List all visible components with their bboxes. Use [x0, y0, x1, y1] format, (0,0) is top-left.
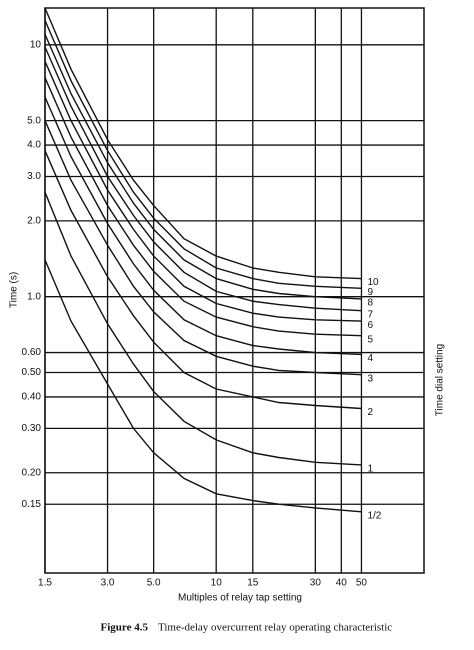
- curve: [44, 34, 362, 300]
- series-label: 2: [367, 407, 373, 418]
- x-tick-label: 10: [211, 578, 223, 589]
- series-label: 3: [367, 373, 373, 384]
- curve: [44, 120, 362, 376]
- curve: [44, 259, 362, 513]
- series-label: 1: [367, 463, 373, 474]
- x-tick-label: 1.5: [38, 578, 52, 589]
- y-tick-label: 2.0: [27, 216, 41, 227]
- curve: [44, 20, 362, 289]
- x-tick-label: 3.0: [101, 578, 115, 589]
- caption-text: Time-delay overcurrent relay operating c…: [158, 622, 392, 634]
- y-tick-label: 4.0: [27, 140, 41, 151]
- caption-label: Figure 4.5: [101, 622, 149, 634]
- y-tick-label: 0.40: [22, 392, 42, 403]
- y-tick-label: 0.20: [22, 467, 42, 478]
- x-tick-label: 40: [336, 578, 348, 589]
- x-tick-label: 15: [247, 578, 259, 589]
- right-axis-label: Time dial setting: [435, 344, 446, 416]
- curve: [44, 46, 362, 312]
- curve: [44, 61, 362, 322]
- series-label: 8: [367, 298, 373, 309]
- x-tick-label: 50: [356, 578, 368, 589]
- curve: [44, 191, 362, 466]
- series-label: 1/2: [367, 510, 381, 521]
- series-label: 9: [367, 287, 373, 298]
- x-tick-label: 5.0: [147, 578, 161, 589]
- series-label: 5: [367, 334, 373, 345]
- y-tick-label: 0.30: [22, 423, 42, 434]
- series-label: 7: [367, 309, 373, 320]
- curve: [44, 7, 362, 280]
- x-tick-label: 30: [310, 578, 322, 589]
- y-axis-label: Time (s): [9, 272, 20, 308]
- curve: [44, 77, 362, 337]
- series-label: 10: [367, 277, 379, 288]
- y-tick-label: 0.60: [22, 347, 42, 358]
- y-tick-label: 1.0: [27, 291, 41, 302]
- y-tick-label: 10: [30, 39, 42, 50]
- series-label: 4: [367, 353, 373, 364]
- y-tick-label: 5.0: [27, 115, 41, 126]
- series-label: 6: [367, 320, 373, 331]
- curve: [44, 96, 362, 356]
- y-tick-label: 3.0: [27, 171, 41, 182]
- curve: [44, 150, 362, 410]
- x-axis-label: Multiples of relay tap setting: [178, 593, 302, 604]
- y-tick-label: 0.15: [22, 499, 42, 510]
- y-tick-label: 0.50: [22, 367, 42, 378]
